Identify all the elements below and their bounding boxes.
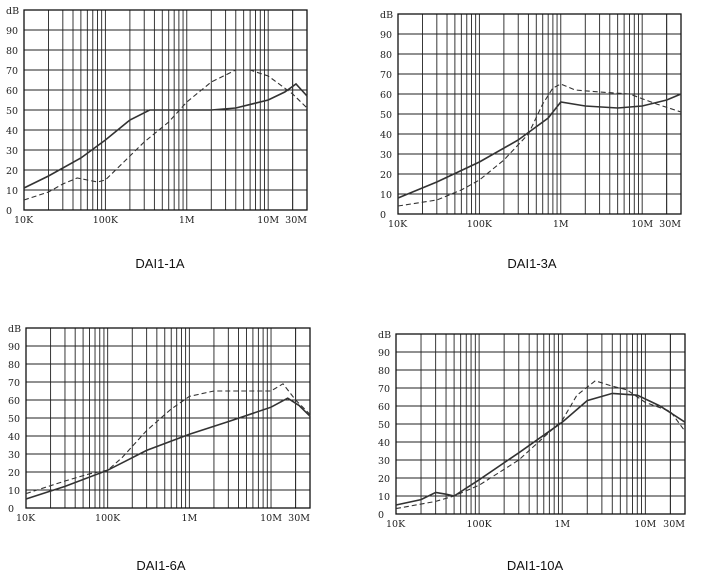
y-tick-label: 90 bbox=[6, 26, 18, 37]
x-tick-label: 10K bbox=[16, 513, 36, 524]
plot-frame bbox=[23, 9, 308, 211]
y-axis-label: dB bbox=[8, 324, 21, 335]
x-tick-label: 10K bbox=[386, 519, 406, 530]
chart-title: DAI1-3A bbox=[507, 256, 556, 271]
y-tick-label: 90 bbox=[8, 342, 20, 353]
x-tick-label: 10M bbox=[634, 519, 656, 530]
y-tick-label: 0 bbox=[380, 210, 386, 221]
y-axis-label: dB bbox=[380, 10, 393, 21]
y-tick-label: 90 bbox=[378, 348, 390, 359]
y-tick-label: 60 bbox=[6, 86, 18, 97]
chart-4: 0 10 20 30 40 50 60 70 80 90 dB 10K 100K 1M 10M 30M DAI1… bbox=[378, 330, 686, 573]
y-axis-label: dB bbox=[378, 330, 391, 341]
x-tick-label: 30M bbox=[285, 215, 307, 226]
y-tick-label: 30 bbox=[378, 456, 390, 467]
series-line-dashed bbox=[397, 83, 682, 207]
x-tick-label: 10M bbox=[631, 219, 653, 230]
plot-frame bbox=[397, 13, 682, 215]
y-tick-label: 20 bbox=[378, 474, 390, 485]
x-tick-label: 1M bbox=[179, 215, 195, 226]
x-tick-label: 1M bbox=[554, 519, 570, 530]
y-tick-label: 70 bbox=[378, 384, 390, 395]
chart-3: 0 10 20 30 40 50 60 70 80 90 dB 10K 100K 1M 10M 30M DAI1… bbox=[8, 324, 311, 573]
y-tick-label: 40 bbox=[8, 432, 20, 443]
y-tick-label: 40 bbox=[380, 130, 392, 141]
series-line-solid bbox=[395, 392, 686, 506]
x-tick-label: 100K bbox=[466, 519, 492, 530]
y-tick-label: 80 bbox=[380, 50, 392, 61]
x-tick-label: 100K bbox=[467, 219, 493, 230]
y-tick-label: 10 bbox=[380, 190, 392, 201]
x-tick-label: 10K bbox=[388, 219, 408, 230]
chart-title: DAI1-10A bbox=[507, 558, 564, 573]
y-axis-label: dB bbox=[6, 6, 19, 17]
y-tick-label: 30 bbox=[8, 450, 20, 461]
y-tick-label: 60 bbox=[8, 396, 20, 407]
x-tick-label: 30M bbox=[663, 519, 685, 530]
plot-frame bbox=[395, 333, 686, 515]
y-tick-label: 40 bbox=[6, 126, 18, 137]
series-line-solid bbox=[397, 93, 682, 199]
x-tick-label: 30M bbox=[659, 219, 681, 230]
y-tick-label: 30 bbox=[380, 150, 392, 161]
y-tick-label: 50 bbox=[6, 106, 18, 117]
y-tick-label: 50 bbox=[378, 420, 390, 431]
y-tick-label: 0 bbox=[6, 206, 12, 217]
y-tick-label: 20 bbox=[380, 170, 392, 181]
x-tick-label: 30M bbox=[288, 513, 310, 524]
x-tick-label: 100K bbox=[95, 513, 121, 524]
plot-frame bbox=[25, 327, 311, 509]
y-tick-label: 50 bbox=[380, 110, 392, 121]
y-tick-label: 50 bbox=[8, 414, 20, 425]
chart-2: 0 10 20 30 40 50 60 70 80 90 dB 10K 100K 1M 10M 30M DAI1… bbox=[380, 10, 682, 271]
x-tick-label: 1M bbox=[181, 513, 197, 524]
x-tick-label: 10M bbox=[257, 215, 279, 226]
y-tick-label: 70 bbox=[6, 66, 18, 77]
y-tick-label: 80 bbox=[8, 360, 20, 371]
series-line-solid bbox=[25, 397, 311, 500]
chart-1: 0 10 20 30 40 50 60 70 80 90 dB 10K 100K 1M 10M 30M DAI1… bbox=[6, 6, 308, 271]
series-line-dashed bbox=[25, 383, 311, 495]
chart-title: DAI1-1A bbox=[135, 256, 184, 271]
y-tick-label: 60 bbox=[380, 90, 392, 101]
x-tick-label: 10M bbox=[260, 513, 282, 524]
y-tick-label: 70 bbox=[8, 378, 20, 389]
y-tick-label: 60 bbox=[378, 402, 390, 413]
y-tick-label: 70 bbox=[380, 70, 392, 81]
x-tick-label: 1M bbox=[553, 219, 569, 230]
chart-title: DAI1-6A bbox=[136, 558, 185, 573]
y-tick-label: 80 bbox=[378, 366, 390, 377]
y-tick-label: 10 bbox=[6, 186, 18, 197]
series-line-dashed bbox=[395, 380, 686, 510]
y-tick-label: 0 bbox=[378, 510, 384, 521]
y-tick-label: 40 bbox=[378, 438, 390, 449]
y-tick-label: 80 bbox=[6, 46, 18, 57]
y-tick-label: 20 bbox=[6, 166, 18, 177]
y-tick-label: 20 bbox=[8, 468, 20, 479]
series-line-solid bbox=[23, 82, 308, 189]
x-tick-label: 100K bbox=[93, 215, 119, 226]
y-tick-label: 30 bbox=[6, 146, 18, 157]
y-tick-label: 90 bbox=[380, 30, 392, 41]
y-tick-label: 10 bbox=[8, 486, 20, 497]
x-tick-label: 10K bbox=[14, 215, 34, 226]
y-tick-label: 10 bbox=[378, 492, 390, 503]
y-tick-label: 0 bbox=[8, 504, 14, 515]
series-line-dashed bbox=[23, 69, 308, 201]
